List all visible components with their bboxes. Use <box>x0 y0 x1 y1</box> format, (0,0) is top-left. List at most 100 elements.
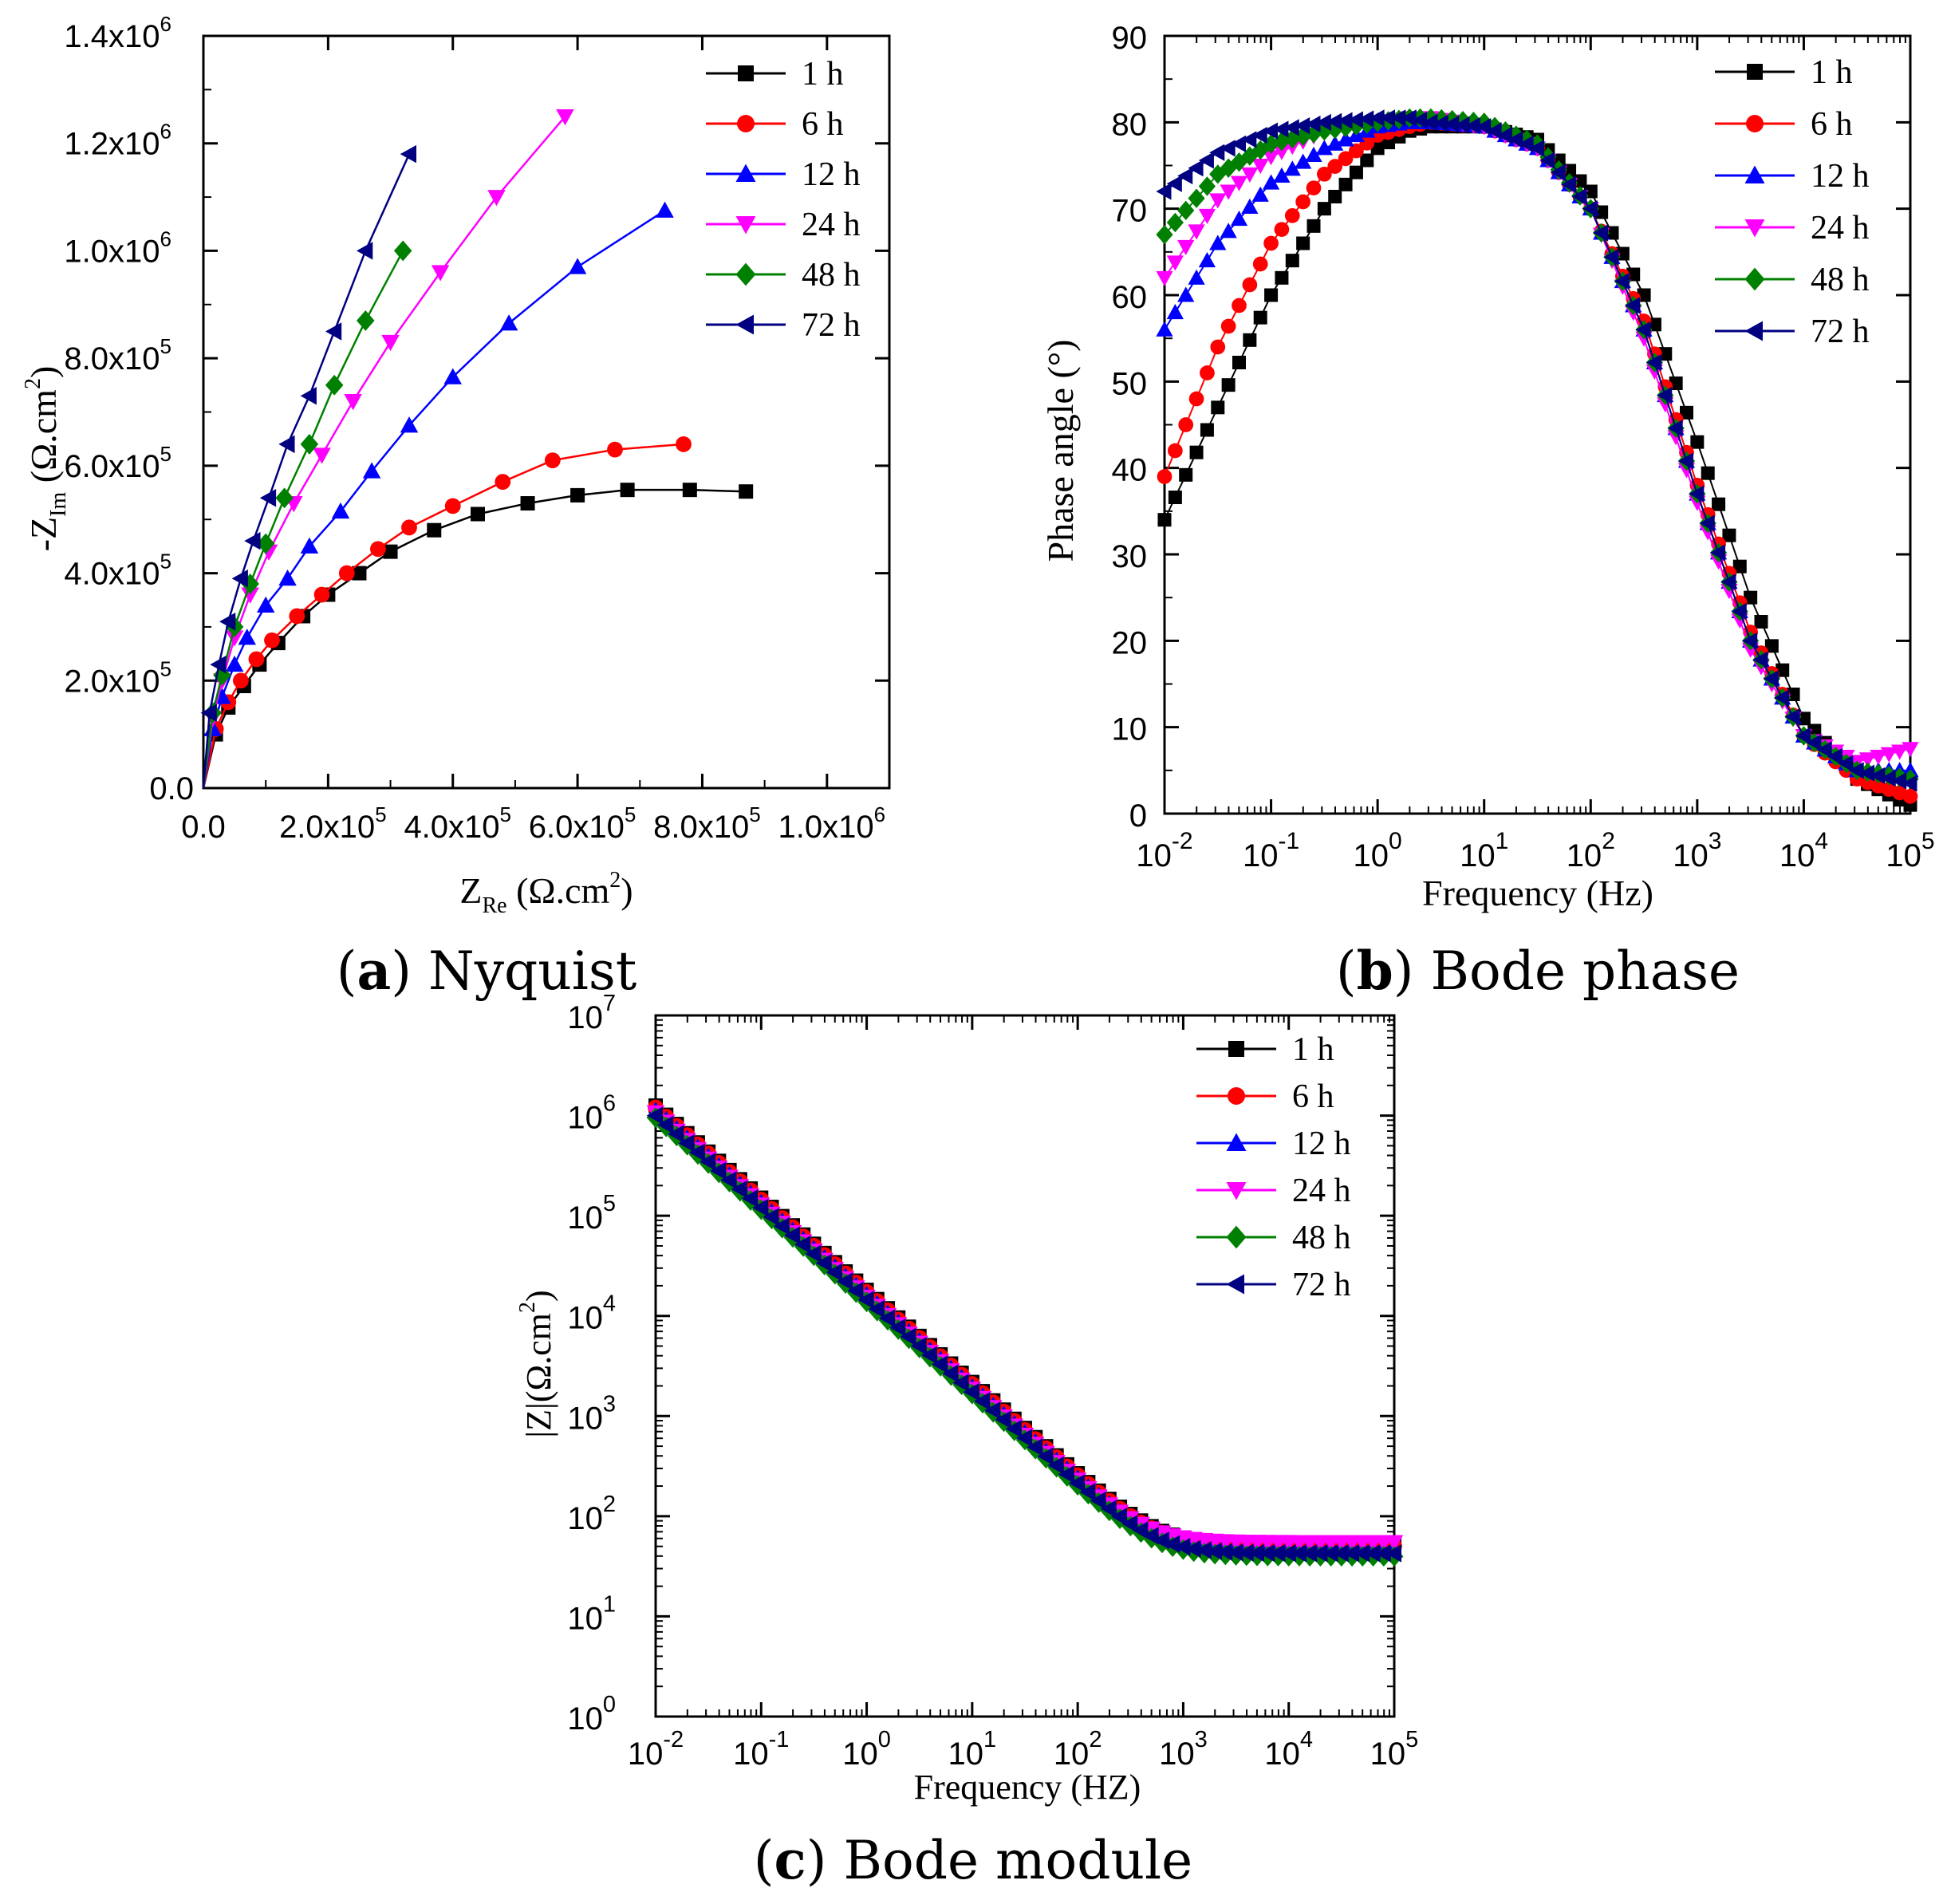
data-point <box>1230 175 1248 191</box>
series-line <box>655 1112 1395 1543</box>
data-point <box>1262 174 1280 190</box>
data-point <box>1338 177 1353 191</box>
data-point <box>370 541 386 558</box>
series-6h <box>202 436 692 789</box>
data-point <box>1300 1544 1318 1563</box>
legend-label: 6 h <box>802 106 844 143</box>
data-point <box>1322 1544 1338 1563</box>
data-point <box>1189 445 1204 459</box>
x-tick-label: 10-1 <box>1243 828 1299 873</box>
series-24h <box>202 109 574 789</box>
legend-label: 12 h <box>1811 158 1870 195</box>
data-point <box>1614 273 1630 290</box>
data-point <box>1385 1544 1401 1563</box>
data-point <box>688 1143 705 1162</box>
data-point <box>556 109 574 126</box>
x-axis-label: Frequency (Hz) <box>1422 873 1653 913</box>
x-tick-label: 105 <box>1370 1727 1419 1772</box>
series-6h <box>648 1099 1402 1555</box>
legend-label: 72 h <box>1811 313 1870 350</box>
plot-frame <box>654 1014 1396 1718</box>
data-point <box>1657 387 1673 404</box>
data-point <box>1166 255 1184 271</box>
y-axis-label: |Z|(Ω.cm2) <box>515 1290 558 1437</box>
data-point <box>393 240 412 262</box>
legend-label: 12 h <box>1292 1125 1351 1162</box>
y-tick-label: 2.0x105 <box>64 656 171 699</box>
data-point <box>1342 1544 1360 1563</box>
data-point <box>1220 223 1237 238</box>
data-point <box>1305 115 1321 133</box>
data-point <box>1262 150 1280 166</box>
y-tick-label: 60 <box>1112 280 1148 315</box>
legend-label: 48 h <box>802 257 861 294</box>
x-tick-label: 100 <box>1354 828 1402 873</box>
series-1h <box>202 483 754 789</box>
data-point <box>1252 256 1268 272</box>
data-point <box>1247 1543 1265 1563</box>
data-point <box>495 474 511 490</box>
series-72h <box>1156 109 1917 792</box>
legend-marker <box>1228 1087 1245 1105</box>
data-point <box>1259 1543 1275 1563</box>
data-point <box>1744 590 1758 605</box>
data-point <box>1539 152 1555 169</box>
legend-marker <box>735 216 756 235</box>
series-line <box>1164 116 1911 763</box>
y-tick-label: 10 <box>1112 712 1148 747</box>
data-point <box>1720 574 1736 591</box>
data-point <box>1132 1521 1149 1539</box>
y-tick-label: 104 <box>567 1291 616 1336</box>
legend-marker <box>1226 1225 1247 1249</box>
data-point <box>1188 391 1204 407</box>
x-tick-label: 2.0x105 <box>279 802 387 845</box>
data-point <box>1328 190 1342 203</box>
data-point <box>1110 1508 1128 1526</box>
data-point <box>289 608 305 625</box>
data-point <box>1379 109 1395 127</box>
data-point <box>920 1346 937 1365</box>
data-point <box>313 586 330 603</box>
series-72h <box>200 144 416 789</box>
data-point <box>1667 420 1683 437</box>
data-point <box>1295 194 1310 210</box>
data-point <box>1870 750 1887 766</box>
y-tick-label: 1.2x106 <box>64 120 171 162</box>
data-point <box>231 570 248 588</box>
data-point <box>1166 175 1182 192</box>
data-point <box>352 566 367 581</box>
data-point <box>1311 1544 1328 1563</box>
data-point <box>1317 166 1332 182</box>
legend-label: 72 h <box>1292 1267 1351 1303</box>
x-tick-label: 10-2 <box>628 1727 684 1772</box>
data-point <box>1827 747 1843 766</box>
data-point <box>1689 485 1705 503</box>
legend-label: 72 h <box>802 307 861 344</box>
y-tick-label: 30 <box>1112 539 1148 574</box>
data-point <box>1274 222 1290 238</box>
series-12h <box>1156 113 1919 778</box>
legend-label: 1 h <box>1292 1031 1334 1068</box>
data-point <box>1315 140 1333 156</box>
data-point <box>1100 1500 1117 1518</box>
legend-label: 48 h <box>1811 262 1870 298</box>
data-point <box>1742 632 1758 649</box>
legend: 1 h 6 h 12 h 24 h 48 h 72 h <box>706 56 861 344</box>
series-24h <box>1156 111 1919 771</box>
data-point <box>878 1309 896 1327</box>
data-point <box>1326 112 1342 130</box>
panel-caption: (b) Bode phase <box>1336 940 1740 1002</box>
data-point <box>1645 353 1661 372</box>
data-point <box>1848 762 1864 779</box>
panel-caption: (a) Nyquist <box>337 940 637 1002</box>
data-point <box>1880 769 1896 787</box>
data-point <box>544 452 561 469</box>
data-point <box>1188 269 1205 285</box>
y-tick-label: 40 <box>1112 453 1148 488</box>
data-point <box>1232 298 1247 313</box>
data-point <box>1168 443 1183 459</box>
data-point <box>1317 202 1331 216</box>
data-point <box>1411 112 1428 129</box>
data-point <box>773 1216 790 1236</box>
data-point <box>1220 184 1237 200</box>
